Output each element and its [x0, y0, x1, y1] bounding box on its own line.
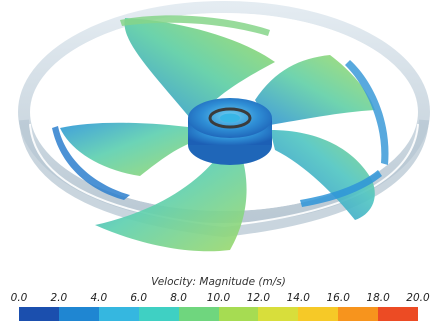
blade-edge-left: [52, 126, 130, 200]
blade-left: [60, 122, 200, 176]
colorbar-swatch: [218, 307, 259, 321]
colorbar-swatch: [378, 307, 419, 321]
blade-top-right: [255, 55, 375, 125]
blade-edge-right: [345, 60, 389, 165]
velocity-fan-visualization: [18, 1, 430, 252]
colorbar-swatch: [178, 307, 219, 321]
legend-tick: 2.0: [50, 292, 68, 304]
fan-hub: [188, 98, 272, 165]
colorbar-swatch: [58, 307, 99, 321]
legend-tick: 4.0: [90, 292, 108, 304]
legend-tick: 20.0: [406, 292, 430, 304]
legend-tick: 16.0: [326, 292, 350, 304]
legend-tick: 6.0: [130, 292, 148, 304]
blade-bottom: [95, 150, 247, 252]
legend-tick: 14.0: [286, 292, 310, 304]
colorbar-swatch: [138, 307, 179, 321]
legend-tick: 0.0: [10, 292, 28, 304]
legend-tick: 10.0: [206, 292, 231, 304]
colorbar: [19, 307, 419, 321]
blade-edge-bottom-right: [300, 170, 382, 207]
velocity-legend: Velocity: Magnitude (m/s) 0.0 2.0 4.0 6.0 8.…: [0, 268, 437, 321]
colorbar-swatch: [338, 307, 379, 321]
legend-tick: 12.0: [246, 292, 271, 304]
colorbar-swatch: [258, 307, 299, 321]
blade-right: [270, 130, 375, 220]
colorbar-swatch: [19, 307, 59, 321]
legend-title: Velocity: Magnitude (m/s): [151, 276, 286, 288]
blade-top-left: [124, 18, 275, 118]
colorbar-swatch: [98, 307, 139, 321]
blade-edge-top: [120, 15, 270, 37]
fan-blades: [52, 15, 389, 252]
legend-tick: 18.0: [366, 292, 390, 304]
legend-tick: 8.0: [170, 292, 187, 304]
colorbar-swatch: [298, 307, 339, 321]
